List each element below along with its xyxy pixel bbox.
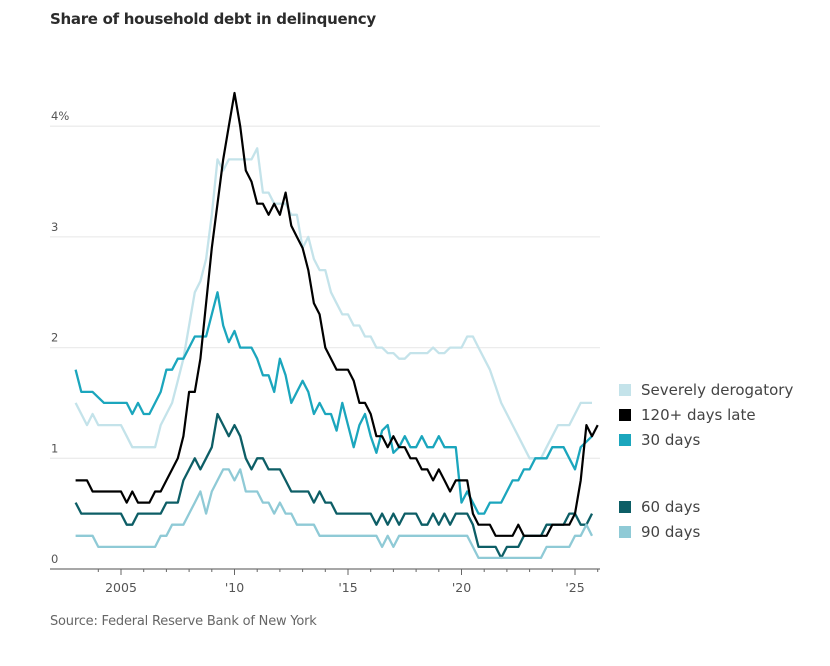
series-line-severely-derogatory xyxy=(74,147,592,460)
series-lines xyxy=(74,91,599,560)
chart-title: Share of household debt in delinquency xyxy=(50,10,376,28)
legend-swatch xyxy=(619,409,631,421)
series-line-30-days xyxy=(74,291,593,515)
legend-swatch xyxy=(619,434,631,446)
legend-swatch xyxy=(619,501,631,513)
legend-label: Severely derogatory xyxy=(641,381,794,399)
x-tick-label: '25 xyxy=(565,580,584,595)
x-tick-label: 2005 xyxy=(105,580,137,595)
y-tick-label: 0 xyxy=(51,552,58,566)
x-tick-label: '15 xyxy=(338,580,357,595)
series-line-90-days xyxy=(75,468,594,560)
y-tick-label: 3 xyxy=(51,220,58,234)
gridlines xyxy=(50,125,600,459)
legend-swatch xyxy=(619,526,631,538)
legend-item-severely-derogatory: Severely derogatory xyxy=(619,381,793,399)
source-note: Source: Federal Reserve Bank of New York xyxy=(50,614,317,629)
legend-item-60-days: 60 days xyxy=(619,498,700,516)
legend-item-120-days-late: 120+ days late xyxy=(619,406,756,424)
x-tick-label: '10 xyxy=(225,580,244,595)
legend-item-90-days: 90 days xyxy=(619,523,700,541)
series-line-120-days-late xyxy=(75,91,599,537)
y-tick-label: 4% xyxy=(51,109,69,123)
x-axis: 2005 '10 '15 '20 '25 xyxy=(50,568,600,595)
legend-item-30-days: 30 days xyxy=(619,431,700,449)
x-tick-label: '20 xyxy=(452,580,471,595)
legend-label: 60 days xyxy=(641,498,701,516)
y-tick-label: 2 xyxy=(51,331,58,345)
y-tick-label: 1 xyxy=(51,441,58,455)
series-line-60-days xyxy=(74,412,594,560)
y-axis-ticks: 0 1 2 3 4% xyxy=(51,109,69,566)
legend-label: 120+ days late xyxy=(641,406,756,424)
legend-label: 90 days xyxy=(641,523,701,541)
legend-label: 30 days xyxy=(641,431,701,449)
legend-swatch xyxy=(619,384,631,396)
